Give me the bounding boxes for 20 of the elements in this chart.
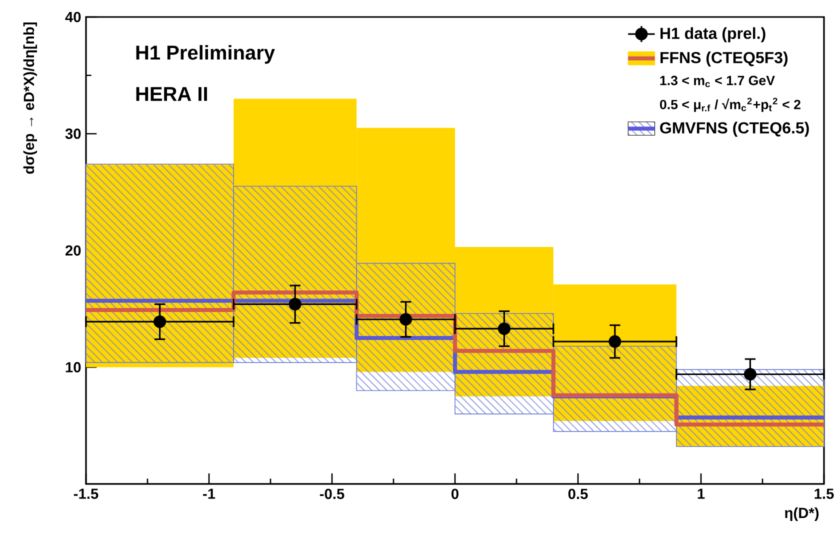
legend-label: H1 data (prel.) bbox=[660, 27, 766, 42]
x-tick-label: -1.5 bbox=[74, 488, 98, 499]
x-tick-label: 0.5 bbox=[568, 488, 588, 500]
x-tick-label: 1 bbox=[698, 488, 705, 499]
x-tick-label: 0 bbox=[452, 488, 458, 500]
x-tick-label: -0.5 bbox=[320, 488, 344, 500]
x-tick-label: 1.5 bbox=[814, 488, 834, 499]
y-axis-title: dσ(ep → eD*X)/dη[nb] bbox=[23, 22, 38, 174]
x-axis-title: η(D*) bbox=[785, 507, 819, 522]
y-tick-label: 30 bbox=[65, 128, 81, 139]
text: 0.5 < μ$_{r.f}$ / √m$_{c}$$^{2}$+p$_{t}$$^{2}$ < 2 bbox=[660, 98, 800, 112]
legend-label: GMVFNS (CTEQ6.5) bbox=[660, 122, 809, 137]
x-tick-label: -1 bbox=[203, 488, 216, 499]
y-tick-label: 10 bbox=[66, 362, 81, 372]
annotation: HERA II bbox=[136, 87, 207, 101]
legend-label: FFNS (CTEQ5F3) bbox=[660, 52, 788, 66]
annotation: 1.3 < m$_{c}$ < 1.7 GeV bbox=[660, 76, 775, 88]
annotation: H1 Preliminary bbox=[136, 45, 275, 64]
y-tick-label: 40 bbox=[65, 12, 81, 22]
y-tick-label: 20 bbox=[65, 245, 81, 256]
